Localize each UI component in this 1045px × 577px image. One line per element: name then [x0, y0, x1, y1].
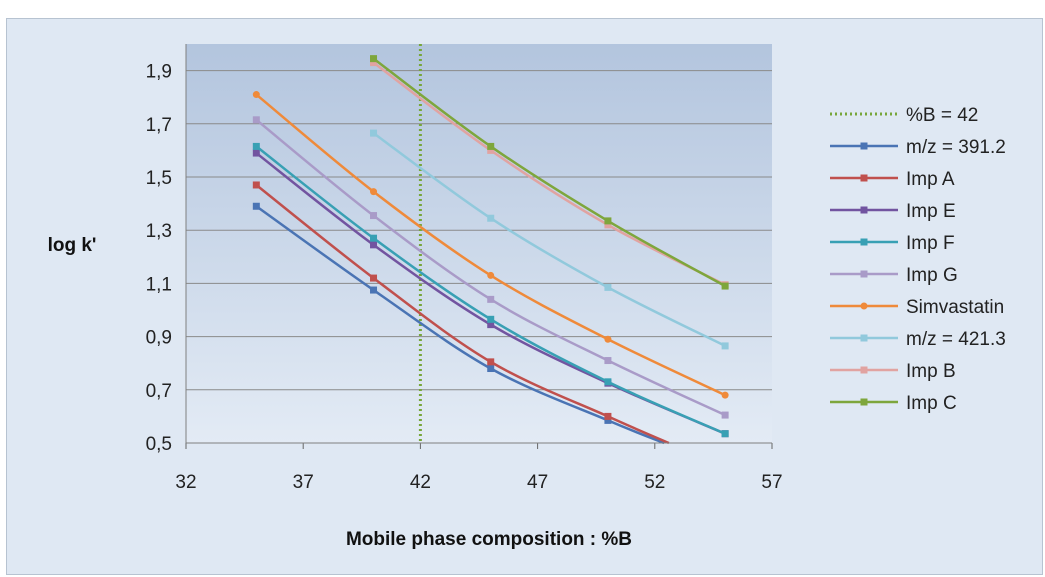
data-point — [487, 315, 495, 323]
legend-label: Imp A — [906, 169, 955, 190]
x-tick-label: 32 — [175, 472, 196, 493]
y-tick-label: 1,1 — [146, 274, 172, 295]
legend-entry: %B = 42 — [830, 105, 978, 126]
data-point — [370, 286, 378, 294]
legend-marker — [860, 174, 868, 182]
legend-entry: Simvastatin — [830, 297, 1004, 318]
data-point — [604, 378, 612, 386]
series-imp-f — [252, 142, 729, 438]
y-axis-label: log k' — [48, 235, 97, 256]
data-point — [252, 202, 260, 210]
y-tick-label: 0,9 — [146, 328, 172, 349]
y-tick-label: 0,5 — [146, 434, 172, 455]
series-line — [372, 57, 726, 288]
series-group — [252, 55, 729, 445]
legend-marker — [860, 366, 868, 374]
data-point — [252, 142, 260, 150]
data-point — [604, 357, 612, 365]
legend-marker — [860, 206, 868, 214]
legend-entry: m/z = 421.3 — [830, 329, 1006, 350]
tick-labels: 0,5 0,7 0,9 1,1 1,3 1,5 1,7 1,9 32 37 42 47 52 57 — [146, 62, 783, 493]
series-line — [255, 184, 670, 445]
data-point — [487, 321, 495, 329]
legend-label: Simvastatin — [906, 297, 1004, 318]
data-point — [487, 271, 495, 279]
legend-label: Imp B — [906, 361, 956, 382]
data-point — [252, 116, 260, 124]
data-point — [370, 129, 378, 137]
axes — [185, 44, 772, 444]
legend-entry: m/z = 391.2 — [830, 137, 1006, 158]
series-m-z-421-3 — [370, 129, 729, 350]
legend-marker — [860, 398, 868, 406]
legend-label: m/z = 421.3 — [906, 329, 1006, 350]
data-point — [487, 142, 495, 150]
x-tick-label: 42 — [410, 472, 431, 493]
series-m-z-391-2 — [252, 202, 665, 445]
data-point — [487, 295, 495, 303]
data-point — [721, 391, 729, 399]
data-point — [252, 91, 260, 99]
legend-marker — [860, 238, 868, 246]
legend-label: Imp E — [906, 201, 956, 222]
legend-label: Imp C — [906, 393, 957, 414]
legend-entry: Imp A — [830, 169, 955, 190]
series-imp-a — [252, 181, 670, 445]
legend-marker — [860, 302, 868, 310]
data-point — [487, 214, 495, 222]
data-point — [721, 342, 729, 350]
data-point — [370, 188, 378, 196]
legend-label: Imp G — [906, 265, 958, 286]
series-imp-g — [252, 116, 729, 419]
data-point — [604, 412, 612, 420]
legend-entry: Imp F — [830, 233, 955, 254]
data-point — [370, 59, 378, 67]
data-point — [370, 234, 378, 242]
series-imp-c — [370, 55, 729, 290]
legend: %B = 42 m/z = 391.2 Imp A Imp E Imp F Imp G Si… — [830, 105, 1006, 414]
data-point — [604, 283, 612, 291]
legend-entry: Imp G — [830, 265, 958, 286]
y-tick-label: 0,7 — [146, 381, 172, 402]
data-point — [370, 55, 378, 63]
data-point — [487, 146, 495, 154]
legend-label: Imp F — [906, 233, 955, 254]
data-point — [370, 241, 378, 249]
data-point — [487, 358, 495, 366]
data-point — [252, 181, 260, 189]
data-point — [721, 411, 729, 419]
data-point — [252, 149, 260, 157]
y-tick-label: 1,7 — [146, 115, 172, 136]
x-tick-label: 57 — [761, 472, 782, 493]
plot-area — [186, 44, 772, 443]
legend-label: %B = 42 — [906, 105, 978, 126]
data-point — [604, 416, 612, 424]
x-tick-label: 47 — [527, 472, 548, 493]
series-line — [372, 132, 726, 348]
legend-marker — [860, 334, 868, 342]
y-tick-label: 1,3 — [146, 221, 172, 242]
x-tick-label: 52 — [644, 472, 665, 493]
legend-entry: Imp B — [830, 361, 956, 382]
data-point — [604, 221, 612, 229]
data-point — [370, 212, 378, 220]
x-tick-label: 37 — [293, 472, 314, 493]
data-point — [604, 217, 612, 225]
series-simvastatin — [252, 91, 729, 399]
data-point — [721, 282, 729, 290]
series-line — [372, 61, 726, 286]
legend-label: m/z = 391.2 — [906, 137, 1006, 158]
data-point — [721, 430, 729, 438]
data-point — [604, 335, 612, 343]
legend-entry: Imp C — [830, 393, 957, 414]
legend-marker — [860, 142, 868, 150]
x-axis-label: Mobile phase composition : %B — [346, 529, 632, 550]
y-tick-label: 1,5 — [146, 168, 172, 189]
data-point — [487, 365, 495, 373]
y-tick-label: 1,9 — [146, 62, 172, 83]
legend-entry: Imp E — [830, 201, 956, 222]
data-point — [370, 274, 378, 282]
legend-marker — [860, 270, 868, 278]
